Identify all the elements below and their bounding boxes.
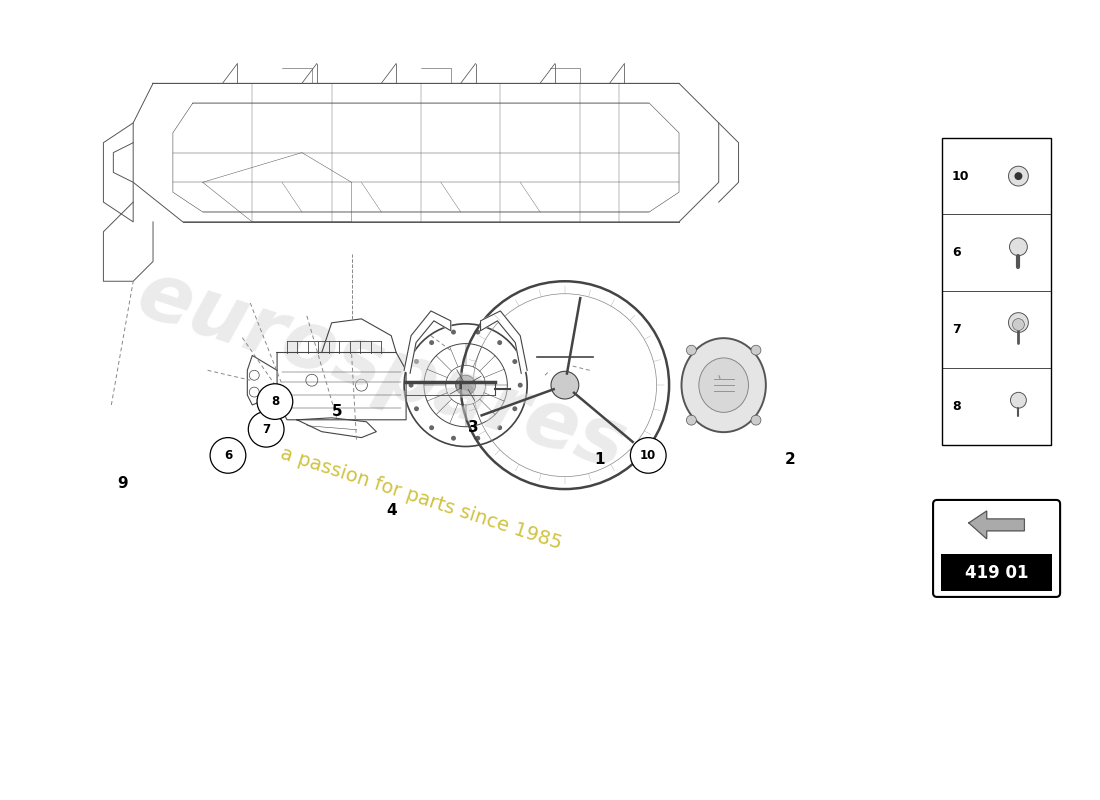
Bar — [940, 554, 1053, 591]
Text: eurospares: eurospares — [128, 254, 636, 486]
Ellipse shape — [686, 346, 696, 355]
Text: 10: 10 — [640, 449, 657, 462]
Polygon shape — [969, 511, 1024, 538]
Circle shape — [408, 382, 414, 388]
Circle shape — [1009, 313, 1028, 333]
Text: 3: 3 — [469, 420, 478, 435]
Text: a passion for parts since 1985: a passion for parts since 1985 — [278, 444, 564, 554]
Circle shape — [451, 330, 456, 334]
Circle shape — [451, 436, 456, 441]
Text: 7: 7 — [952, 323, 960, 336]
Ellipse shape — [698, 358, 748, 412]
Polygon shape — [481, 311, 527, 374]
Circle shape — [210, 438, 245, 474]
Circle shape — [414, 406, 419, 411]
Circle shape — [414, 359, 419, 364]
Circle shape — [1011, 392, 1026, 408]
Circle shape — [429, 340, 434, 345]
Circle shape — [429, 426, 434, 430]
Text: 8: 8 — [271, 395, 279, 408]
Circle shape — [475, 436, 481, 441]
Ellipse shape — [682, 338, 766, 432]
Text: 10: 10 — [952, 170, 969, 182]
FancyBboxPatch shape — [933, 500, 1060, 597]
Ellipse shape — [751, 346, 761, 355]
Circle shape — [497, 340, 503, 345]
Text: 9: 9 — [117, 476, 128, 490]
Ellipse shape — [751, 415, 761, 425]
Bar — [942, 138, 1052, 445]
Circle shape — [513, 406, 517, 411]
Circle shape — [518, 382, 522, 388]
Circle shape — [551, 371, 579, 399]
Circle shape — [630, 438, 667, 474]
Circle shape — [475, 330, 481, 334]
Circle shape — [257, 384, 293, 419]
Text: 1: 1 — [594, 452, 604, 467]
Text: 4: 4 — [386, 503, 397, 518]
Text: 6: 6 — [223, 449, 232, 462]
Text: 419 01: 419 01 — [965, 564, 1028, 582]
Polygon shape — [404, 311, 451, 374]
Circle shape — [1009, 166, 1028, 186]
Text: 2: 2 — [784, 452, 795, 467]
Circle shape — [455, 375, 475, 395]
Circle shape — [513, 359, 517, 364]
Circle shape — [249, 411, 284, 447]
Text: 6: 6 — [952, 246, 960, 259]
Circle shape — [1010, 238, 1027, 256]
Ellipse shape — [686, 415, 696, 425]
Text: 5: 5 — [332, 404, 342, 419]
Text: 8: 8 — [952, 400, 960, 413]
Circle shape — [1012, 318, 1024, 330]
Circle shape — [1014, 172, 1022, 180]
Text: 7: 7 — [262, 422, 271, 436]
Circle shape — [497, 426, 503, 430]
